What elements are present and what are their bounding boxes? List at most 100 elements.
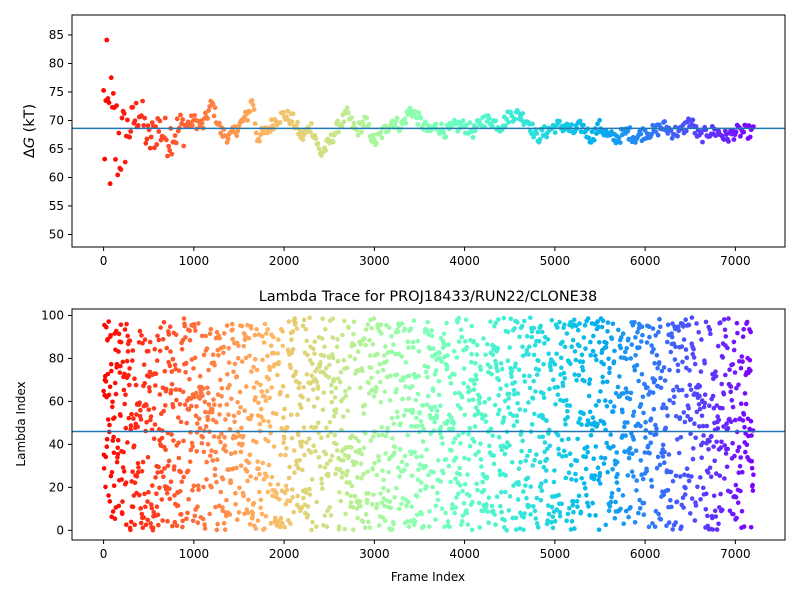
delta-g-point	[142, 115, 148, 121]
lambda-point	[651, 346, 656, 352]
lambda-point	[328, 458, 333, 463]
lambda-point	[701, 404, 707, 410]
lambda-point	[209, 448, 214, 454]
lambda-point	[461, 380, 467, 386]
lambda-point	[238, 463, 244, 469]
lambda-point	[267, 424, 273, 429]
lambda-point	[656, 360, 662, 365]
lambda-point	[352, 342, 357, 348]
lambda-point	[261, 418, 266, 424]
lambda-point	[146, 374, 152, 379]
lambda-point	[743, 449, 748, 455]
lambda-point	[266, 419, 271, 424]
lambda-point	[650, 521, 655, 526]
lambda-point	[730, 440, 735, 446]
lambda-point	[666, 452, 672, 457]
lambda-point	[540, 434, 546, 440]
lambda-point	[428, 431, 434, 437]
lambda-point	[466, 398, 472, 403]
lambda-point	[673, 344, 678, 350]
lambda-point	[249, 369, 254, 374]
lambda-point	[568, 361, 573, 367]
lambda-point	[476, 500, 482, 506]
lambda-point	[206, 402, 212, 407]
lambda-point	[621, 521, 626, 526]
delta-g-point	[422, 119, 428, 125]
lambda-point	[337, 490, 342, 495]
lambda-point	[692, 361, 698, 367]
lambda-point	[643, 435, 648, 440]
lambda-point	[349, 483, 355, 489]
lambda-point	[460, 513, 466, 519]
lambda-point	[180, 524, 185, 530]
lambda-point	[535, 329, 541, 335]
lambda-point	[265, 353, 270, 359]
lambda-point	[183, 335, 188, 340]
lambda-point	[484, 502, 489, 507]
lambda-point	[130, 504, 136, 510]
lambda-point	[441, 470, 446, 476]
lambda-point	[335, 448, 340, 453]
lambda-point	[262, 394, 268, 399]
lambda-point	[680, 495, 686, 501]
delta-g-x-tick-label: 2000	[269, 254, 300, 268]
lambda-point	[721, 317, 727, 322]
lambda-point	[215, 457, 220, 463]
lambda-point	[205, 385, 210, 391]
lambda-point	[360, 519, 366, 524]
lambda-plot-frame	[71, 308, 786, 541]
lambda-point	[569, 344, 574, 350]
lambda-point	[166, 458, 172, 464]
lambda-point	[736, 470, 742, 476]
lambda-point	[417, 411, 423, 416]
lambda-point	[311, 404, 317, 409]
lambda-point	[539, 488, 545, 494]
lambda-point	[472, 381, 477, 387]
lambda-point	[517, 334, 522, 340]
lambda-point	[676, 450, 682, 456]
lambda-point	[719, 381, 724, 387]
lambda-point	[276, 360, 282, 365]
lambda-point	[487, 364, 493, 370]
delta-g-point	[443, 134, 449, 140]
lambda-point	[574, 378, 579, 383]
lambda-point	[660, 454, 666, 459]
lambda-point	[587, 513, 592, 518]
delta-g-point	[366, 121, 372, 127]
lambda-point	[529, 334, 534, 340]
lambda-point	[112, 516, 118, 521]
delta-g-point	[394, 115, 400, 121]
lambda-point	[230, 336, 235, 342]
lambda-point	[235, 517, 240, 522]
lambda-point	[154, 358, 160, 363]
lambda-point	[490, 433, 496, 439]
lambda-point	[156, 337, 162, 343]
lambda-point	[425, 364, 431, 370]
lambda-point	[258, 505, 263, 511]
delta-g-point	[110, 91, 116, 96]
lambda-point	[583, 454, 589, 460]
lambda-point	[580, 359, 586, 365]
lambda-point	[417, 462, 423, 467]
lambda-point	[481, 336, 486, 341]
lambda-point	[628, 505, 633, 510]
lambda-point	[546, 511, 552, 517]
lambda-point	[466, 457, 472, 462]
lambda-point	[208, 326, 214, 332]
lambda-point	[728, 384, 734, 389]
lambda-point	[241, 493, 246, 499]
lambda-point	[344, 473, 349, 478]
lambda-point	[632, 520, 638, 525]
lambda-point	[374, 501, 380, 507]
lambda-point	[703, 319, 709, 325]
lambda-point	[313, 448, 318, 454]
lambda-point	[626, 455, 632, 461]
lambda-point	[253, 526, 259, 531]
lambda-point	[262, 321, 268, 327]
delta-g-point	[308, 129, 313, 135]
lambda-point	[406, 524, 412, 529]
delta-g-point	[210, 101, 216, 107]
lambda-point	[363, 512, 369, 517]
delta-g-point	[164, 137, 169, 143]
lambda-point	[201, 352, 207, 358]
